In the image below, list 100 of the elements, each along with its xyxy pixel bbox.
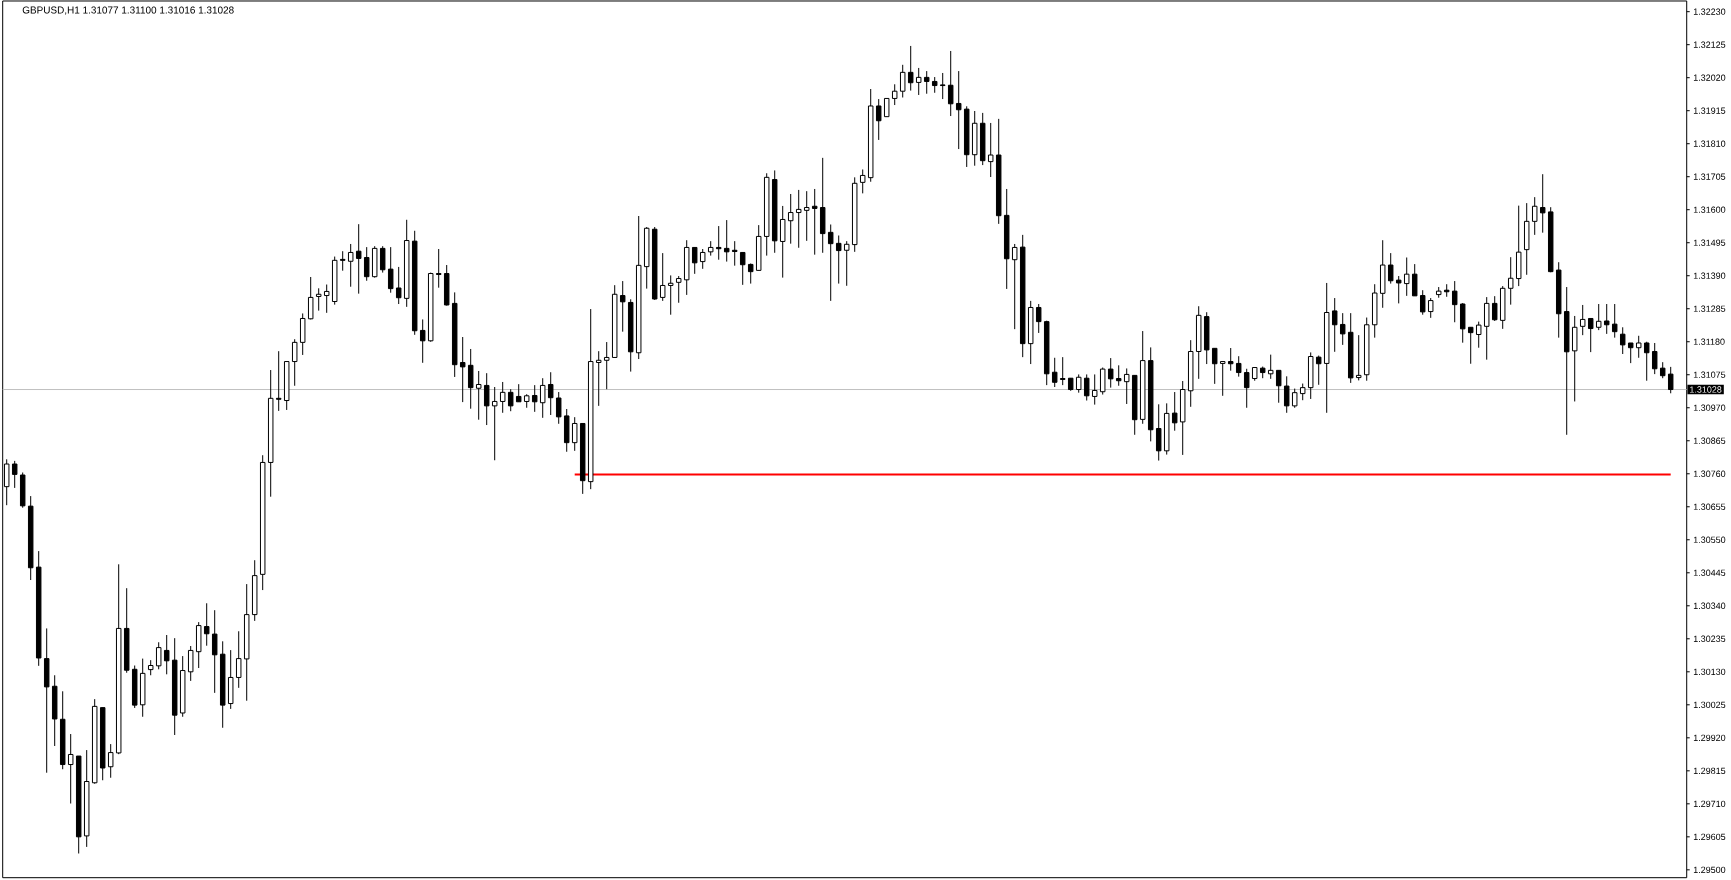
candlestick	[347, 243, 354, 288]
candlestick	[603, 341, 610, 390]
candlestick	[1539, 173, 1546, 234]
candlestick	[291, 338, 298, 387]
candlestick	[387, 246, 394, 294]
candlestick	[571, 416, 578, 452]
candlestick	[939, 72, 946, 100]
candlestick	[1059, 356, 1066, 386]
candlestick	[1267, 354, 1274, 380]
candlestick	[379, 245, 386, 274]
candlestick	[467, 348, 474, 410]
candlestick	[811, 188, 818, 256]
y-tick-label: 1.30025	[1693, 701, 1726, 708]
y-tick-label: 1.31075	[1693, 371, 1726, 378]
candlestick	[1099, 367, 1106, 396]
candlestick	[1051, 357, 1058, 388]
candlestick	[955, 70, 962, 150]
candlestick	[875, 98, 882, 141]
candlestick	[723, 219, 730, 263]
y-tick-label: 1.30340	[1693, 602, 1726, 609]
candlestick	[667, 274, 674, 316]
candlestick	[435, 248, 442, 289]
candlestick	[11, 460, 18, 489]
candlestick	[323, 284, 330, 314]
candlestick	[1171, 391, 1178, 432]
candlestick	[1123, 367, 1130, 405]
candlestick	[915, 67, 922, 96]
y-tick-label: 1.32020	[1693, 74, 1726, 81]
candlestick	[1451, 280, 1458, 323]
candlestick	[827, 223, 834, 302]
candlestick	[1667, 366, 1674, 394]
candlestick	[1619, 326, 1626, 355]
candlestick	[659, 252, 666, 302]
y-tick-label: 1.31285	[1693, 305, 1726, 312]
candlestick	[555, 391, 562, 425]
candlestick	[1243, 368, 1250, 409]
candlestick	[187, 645, 194, 682]
candlestick	[203, 602, 210, 647]
candlestick	[1091, 373, 1098, 406]
candlestick	[1339, 312, 1346, 346]
candlestick	[1419, 289, 1426, 316]
candlestick	[1491, 295, 1498, 322]
candlestick	[1395, 275, 1402, 304]
y-tick-label: 1.31705	[1693, 173, 1726, 180]
candlestick	[691, 246, 698, 275]
y-tick-label: 1.31915	[1693, 107, 1726, 114]
candlestick	[499, 381, 506, 414]
candlestick	[459, 336, 466, 403]
candlestick	[299, 312, 306, 356]
candlestick	[1315, 355, 1322, 386]
candlestick	[307, 276, 314, 320]
candlestick	[1587, 317, 1594, 353]
candlestick	[1235, 355, 1242, 378]
candlestick	[1275, 369, 1282, 404]
candlestick	[731, 240, 738, 267]
candlestick	[1115, 364, 1122, 387]
candlestick	[1579, 304, 1586, 336]
candlestick	[483, 372, 490, 426]
y-tick-label: 1.30445	[1693, 569, 1726, 576]
candlestick	[275, 350, 282, 412]
ref-line-label: 1.31028	[1690, 386, 1722, 393]
candlestick	[355, 223, 362, 295]
candlestick	[1595, 303, 1602, 331]
candlestick	[883, 97, 890, 118]
candlestick	[595, 350, 602, 407]
candlestick	[235, 630, 242, 689]
candlestick	[107, 743, 114, 779]
candlestick	[155, 641, 162, 670]
y-tick-label: 1.31390	[1693, 272, 1726, 279]
candlestick	[1035, 303, 1042, 334]
candlestick	[1411, 263, 1418, 297]
y-tick-label: 1.30970	[1693, 404, 1726, 411]
candlestick	[507, 388, 514, 412]
candlestick	[1075, 373, 1082, 394]
y-tick-label: 1.30760	[1693, 470, 1726, 477]
y-tick-label: 1.30550	[1693, 536, 1726, 543]
candlestick	[1355, 334, 1362, 381]
candlestick	[899, 64, 906, 98]
y-tick-label: 1.30235	[1693, 635, 1726, 642]
candlestick	[315, 287, 322, 312]
candlestick	[803, 190, 810, 242]
candlestick	[835, 234, 842, 285]
candlestick	[1227, 347, 1234, 372]
candlestick	[843, 240, 850, 287]
candlestick	[67, 733, 74, 805]
candlestick	[1531, 196, 1538, 236]
y-tick-label: 1.29815	[1693, 767, 1726, 774]
candlestick	[539, 377, 546, 419]
candlestick	[1427, 297, 1434, 319]
candlestick	[675, 275, 682, 304]
candlestick	[923, 70, 930, 95]
y-tick-label: 1.30865	[1693, 437, 1726, 444]
candlestick	[363, 246, 370, 282]
candlestick	[1211, 347, 1218, 385]
candlestick	[491, 386, 498, 461]
candlestick	[747, 262, 754, 285]
y-tick-label: 1.30655	[1693, 503, 1726, 510]
candlestick	[787, 193, 794, 245]
candlestick	[211, 609, 218, 694]
candlestick	[1083, 373, 1090, 402]
